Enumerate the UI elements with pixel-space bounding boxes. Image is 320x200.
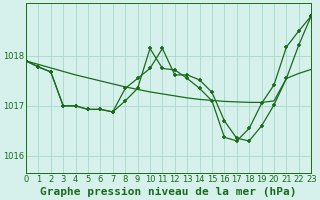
X-axis label: Graphe pression niveau de la mer (hPa): Graphe pression niveau de la mer (hPa) — [40, 186, 297, 197]
